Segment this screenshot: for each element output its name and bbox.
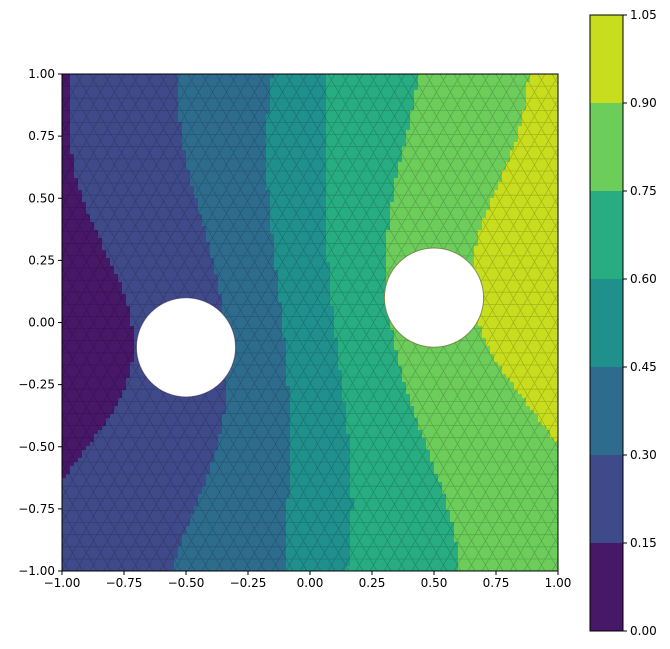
colorbar: 0.00 0.15 0.30 0.45 0.60 0.75 0.90 1.05 xyxy=(589,8,657,638)
y-tick-label: 0.25 xyxy=(28,253,55,267)
x-tick-label: −1.00 xyxy=(44,576,81,590)
x-tick-label: −0.75 xyxy=(106,576,143,590)
x-tick-label: −0.25 xyxy=(230,576,267,590)
x-tick-label: 0.50 xyxy=(421,576,448,590)
y-tick-label: −0.75 xyxy=(18,502,55,516)
y-tick-label: 0.00 xyxy=(28,316,55,330)
colorbar-segment xyxy=(590,15,623,103)
colorbar-tick-label: 0.00 xyxy=(630,624,657,638)
colorbar-segment xyxy=(590,279,623,367)
x-tick-label: 0.25 xyxy=(359,576,386,590)
y-tick-label: −0.50 xyxy=(18,440,55,454)
holes xyxy=(135,247,485,398)
x-tick-label: 0.00 xyxy=(297,576,324,590)
x-tick-label: −0.50 xyxy=(168,576,205,590)
colorbar-segment xyxy=(590,103,623,191)
y-tick-label: 0.75 xyxy=(28,129,55,143)
hole-1 xyxy=(135,297,237,398)
colorbar-tick-label: 0.15 xyxy=(630,536,657,550)
colorbar-segment xyxy=(590,367,623,455)
x-axis: −1.00 −0.75 −0.50 −0.25 0.00 0.25 0.50 0.75 1.00 xyxy=(44,571,572,590)
y-tick-label: 0.50 xyxy=(28,191,55,205)
colorbar-segment xyxy=(590,455,623,543)
y-tick-label: −0.25 xyxy=(18,378,55,392)
colorbar-tick-label: 0.90 xyxy=(630,96,657,110)
y-tick-label: 1.00 xyxy=(28,67,55,81)
colorbar-segment xyxy=(590,543,623,631)
colorbar-tick-label: 0.60 xyxy=(630,272,657,286)
colorbar-tick-label: 0.30 xyxy=(630,448,657,462)
y-axis: −1.00 −0.75 −0.50 −0.25 0.00 0.25 0.50 0.75 1.00 xyxy=(18,67,62,578)
x-tick-label: 0.75 xyxy=(483,576,510,590)
colorbar-tick-label: 1.05 xyxy=(630,8,657,22)
colorbar-tick-label: 0.75 xyxy=(630,184,657,198)
colorbar-tick-label: 0.45 xyxy=(630,360,657,374)
hole-2 xyxy=(383,247,485,348)
x-tick-label: 1.00 xyxy=(545,576,572,590)
colorbar-segment xyxy=(590,191,623,279)
plot-area xyxy=(62,74,558,571)
y-tick-label: −1.00 xyxy=(18,564,55,578)
